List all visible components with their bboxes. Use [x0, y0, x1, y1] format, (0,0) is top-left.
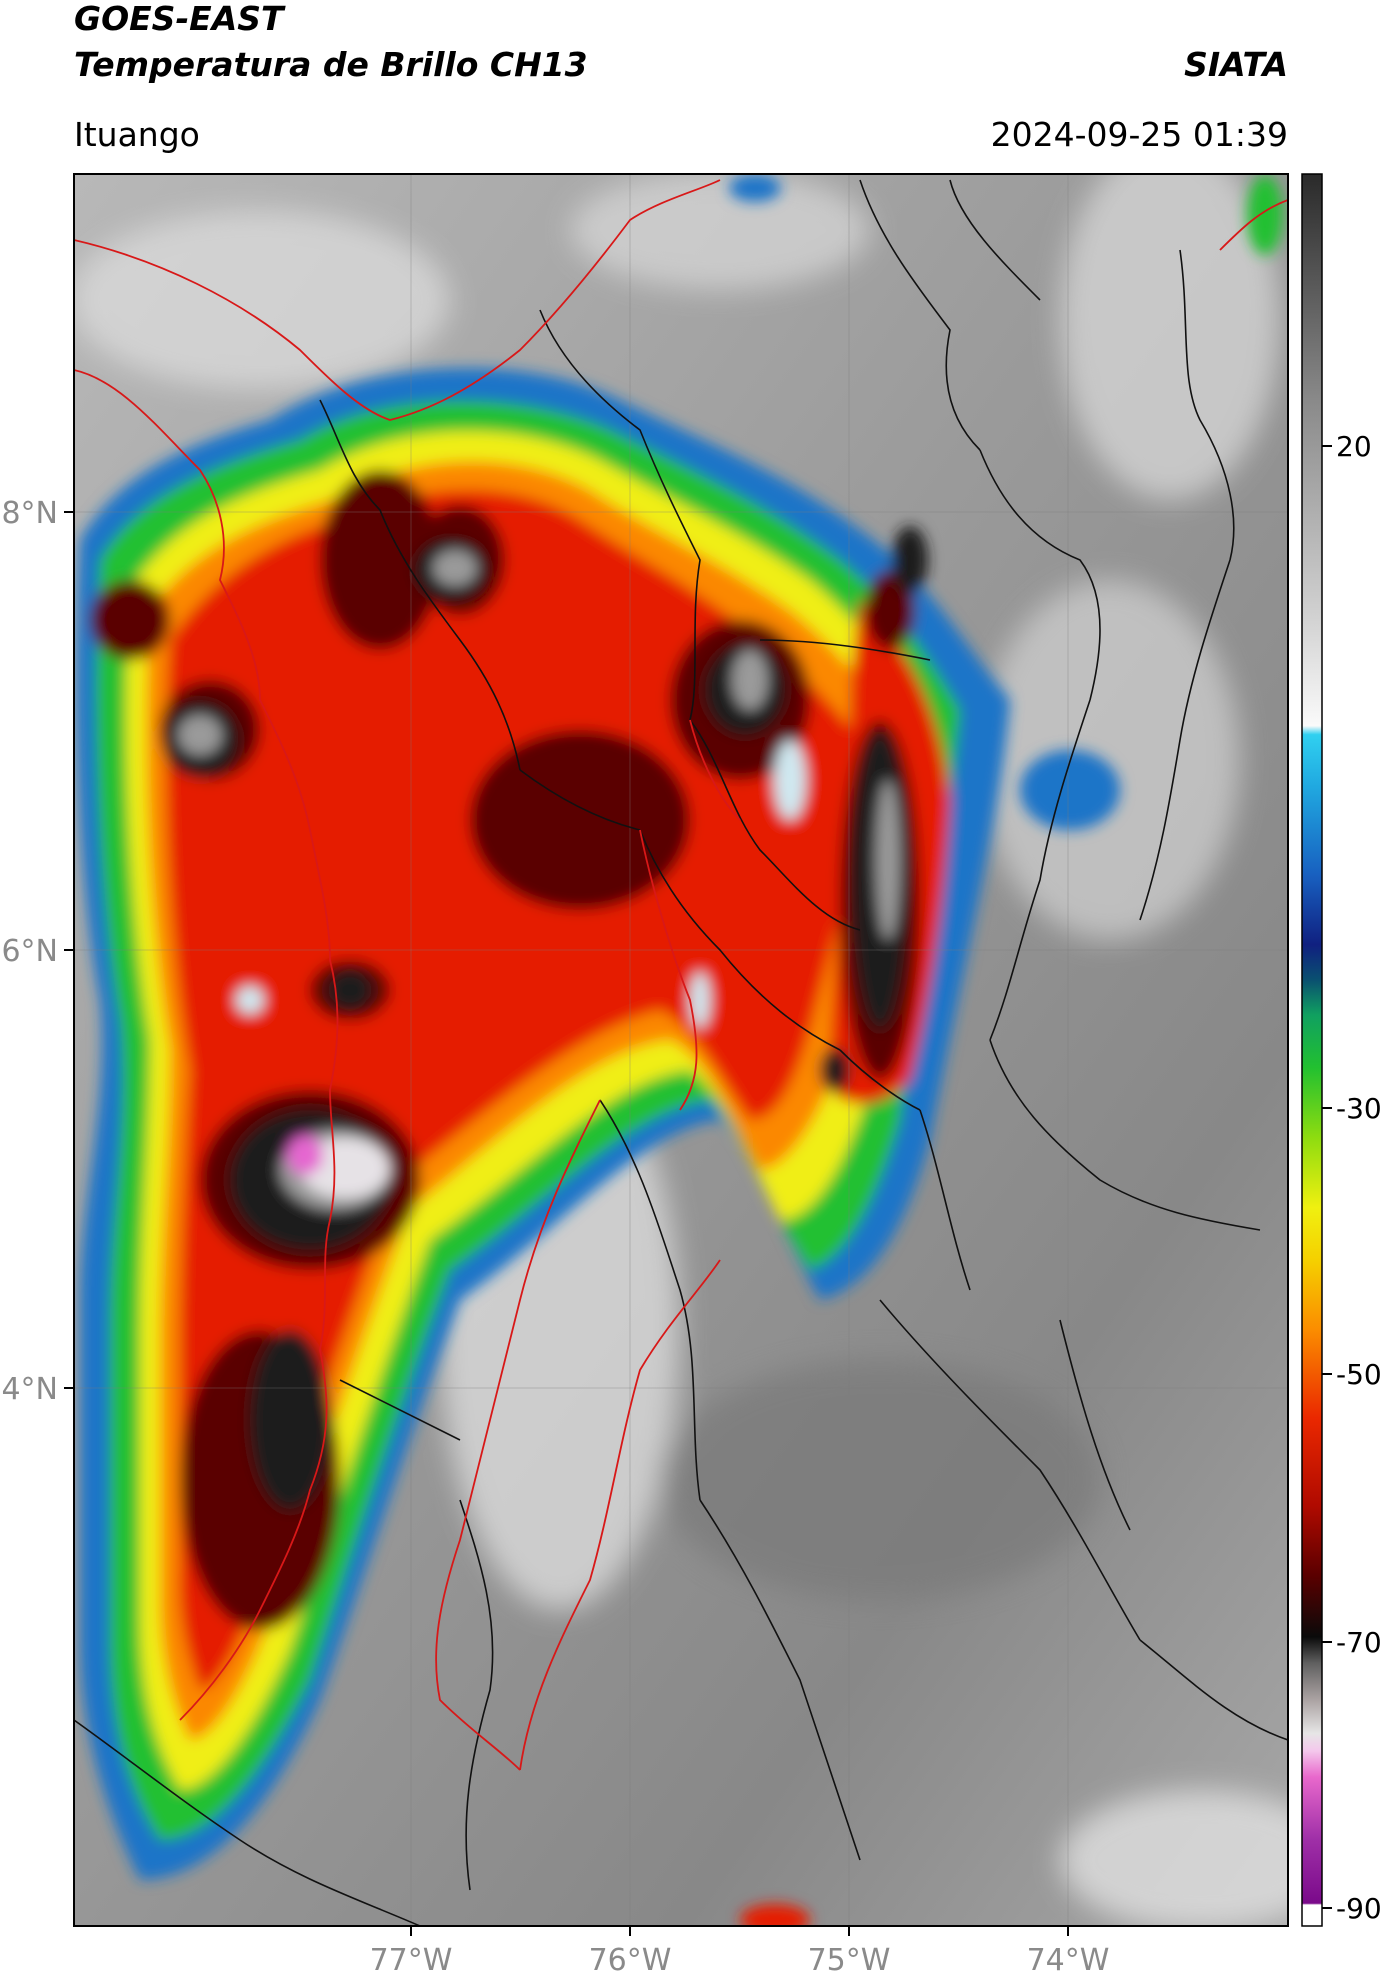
lon-axis: 77°W 76°W 75°W 74°W [370, 1926, 1110, 1978]
lat-label-6n: 6°N [1, 934, 58, 969]
lat-label-4n: 4°N [1, 1372, 58, 1407]
lon-label-74w: 74°W [1027, 1943, 1110, 1978]
colorbar-tick-minus90: -90 [1336, 1892, 1382, 1925]
title-satellite: GOES-EAST [74, 0, 284, 38]
colorbar-tick-minus70: -70 [1336, 1626, 1382, 1659]
timestamp-label: 2024-09-25 01:39 [990, 115, 1288, 154]
colorbar-tick-minus30: -30 [1336, 1092, 1382, 1125]
colorbar-tick-minus50: -50 [1336, 1358, 1382, 1391]
colorbar: 20 -30 -50 -70 -90 [1301, 173, 1382, 1927]
lon-label-75w: 75°W [808, 1943, 891, 1978]
lon-label-76w: 76°W [589, 1943, 672, 1978]
lon-label-77w: 77°W [370, 1943, 453, 1978]
title-product: Temperatura de Brillo CH13 [74, 45, 588, 84]
lat-label-8n: 8°N [1, 496, 58, 531]
colorbar-frame [1301, 173, 1323, 1927]
satellite-image [74, 174, 1288, 1926]
region-outline-red [74, 179, 1288, 1771]
lat-axis: 8°N 6°N 4°N [1, 496, 74, 1407]
convective-systems [76, 367, 1010, 1880]
colorbar-tick-20: 20 [1336, 430, 1372, 463]
isolated-cells [729, 174, 1283, 1926]
brand-label: SIATA [1184, 45, 1288, 84]
graticule [74, 174, 1288, 1926]
admin-boundaries [74, 179, 1288, 1926]
colorbar-ramp [1302, 174, 1322, 1926]
map-frame [73, 173, 1289, 1927]
location-label: Ituango [74, 115, 200, 154]
